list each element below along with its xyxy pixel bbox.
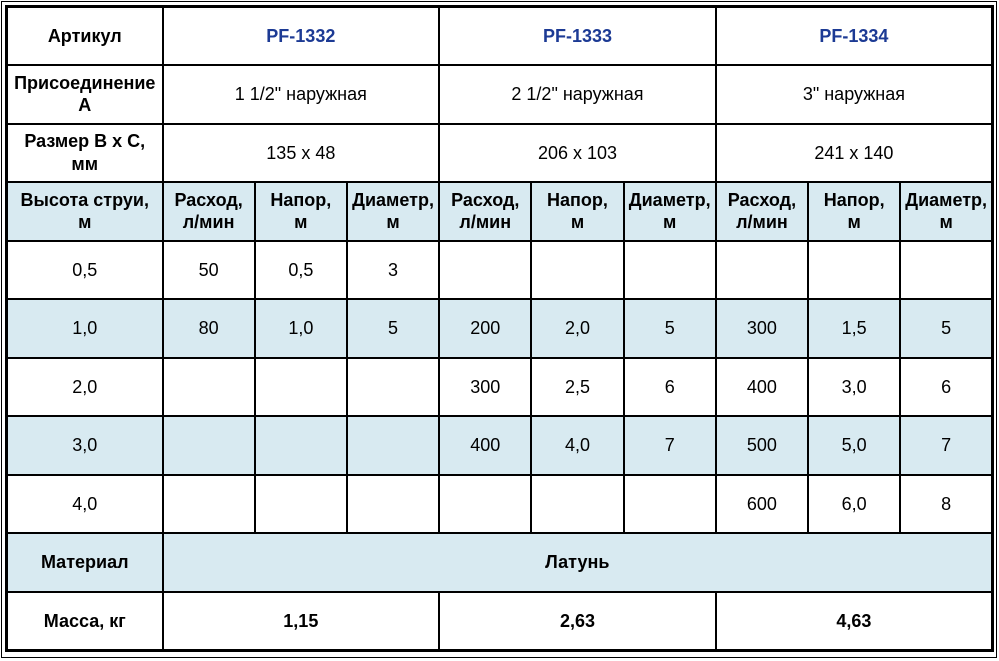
row-article: Артикул PF-1332 PF-1333 PF-1334 [5,5,994,67]
spec-cell: 3,0 [807,356,902,418]
row-material: Материал Латунь [5,532,994,593]
row-connection: Присоединение А 1 1/2" наружная 2 1/2" н… [5,64,994,125]
spec-cell [161,473,256,535]
size-value-2: 206 x 103 [438,122,717,184]
spec-cell: 600 [714,473,810,535]
size-value-3: 241 x 140 [714,122,994,184]
mass-value-3: 4,63 [714,590,994,652]
spec-cell [530,239,625,301]
spec-cell: 0,5 [253,239,348,301]
spec-cell: 400 [438,415,533,476]
connection-label: Присоединение А [5,64,164,125]
spec-cell: 1,0 [253,298,348,359]
connection-value-3: 3" наружная [714,64,994,125]
spec-cell [622,473,717,535]
jet-height-value: 3,0 [5,415,164,476]
mass-value-2: 2,63 [438,590,717,652]
row-mass: Масса, кг 1,15 2,63 4,63 [5,590,994,652]
spec-cell: 300 [438,356,533,418]
jet-height-value: 1,0 [5,298,164,359]
subheader-head-1: Напор, м [253,181,348,242]
subheader-flow-1: Расход, л/мин [161,181,256,242]
jet-height-value: 2,0 [5,356,164,418]
row-subheaders: Высота струи, м Расход, л/мин Напор, м Д… [5,181,994,242]
mass-label: Масса, кг [5,590,164,652]
spec-cell [161,415,256,476]
spec-cell: 400 [714,356,810,418]
spec-cell: 2,0 [530,298,625,359]
spec-cell [438,239,533,301]
spec-table: Артикул PF-1332 PF-1333 PF-1334 Присоеди… [5,5,994,652]
row-size: Размер B x C, мм 135 x 48 206 x 103 241 … [5,122,994,184]
subheader-flow-2: Расход, л/мин [438,181,533,242]
jet-height-label: Высота струи, м [5,181,164,242]
spec-cell [345,473,441,535]
spec-cell [345,356,441,418]
material-value: Латунь [161,532,994,593]
data-row-0: 0,5 50 0,5 3 [5,239,994,301]
spec-cell: 6,0 [807,473,902,535]
spec-cell: 500 [714,415,810,476]
subheader-head-2: Напор, м [530,181,625,242]
spec-cell: 8 [899,473,994,535]
spec-cell [714,239,810,301]
size-value-1: 135 x 48 [161,122,441,184]
spec-cell [253,473,348,535]
spec-cell [161,356,256,418]
spec-cell: 4,0 [530,415,625,476]
spec-cell: 50 [161,239,256,301]
spec-cell [253,415,348,476]
spec-cell [807,239,902,301]
data-row-1: 1,0 80 1,0 5 200 2,0 5 300 1,5 5 [5,298,994,359]
mass-value-1: 1,15 [161,590,441,652]
data-row-2: 2,0 300 2,5 6 400 3,0 6 [5,356,994,418]
article-label: Артикул [5,5,164,67]
spec-cell [622,239,717,301]
spec-cell: 2,5 [530,356,625,418]
subheader-diameter-3: Диаметр, м [899,181,994,242]
spec-cell: 5,0 [807,415,902,476]
material-label: Материал [5,532,164,593]
spec-cell [253,356,348,418]
data-row-4: 4,0 600 6,0 8 [5,473,994,535]
subheader-diameter-1: Диаметр, м [345,181,441,242]
jet-height-value: 0,5 [5,239,164,301]
connection-value-2: 2 1/2" наружная [438,64,717,125]
spec-cell [899,239,994,301]
connection-value-1: 1 1/2" наружная [161,64,441,125]
spec-cell [345,415,441,476]
subheader-flow-3: Расход, л/мин [714,181,810,242]
spec-cell: 200 [438,298,533,359]
spec-cell: 5 [345,298,441,359]
spec-cell: 5 [899,298,994,359]
jet-height-value: 4,0 [5,473,164,535]
spec-cell: 3 [345,239,441,301]
size-label: Размер B x C, мм [5,122,164,184]
article-value-2: PF-1333 [438,5,717,67]
spec-cell [530,473,625,535]
data-row-3: 3,0 400 4,0 7 500 5,0 7 [5,415,994,476]
spec-cell: 80 [161,298,256,359]
spec-cell [438,473,533,535]
spec-cell: 7 [899,415,994,476]
spec-cell: 7 [622,415,717,476]
subheader-head-3: Напор, м [807,181,902,242]
spec-cell: 6 [899,356,994,418]
spec-cell: 5 [622,298,717,359]
spec-cell: 6 [622,356,717,418]
subheader-diameter-2: Диаметр, м [622,181,717,242]
article-value-3: PF-1334 [714,5,994,67]
article-value-1: PF-1332 [161,5,441,67]
spec-cell: 300 [714,298,810,359]
spec-cell: 1,5 [807,298,902,359]
